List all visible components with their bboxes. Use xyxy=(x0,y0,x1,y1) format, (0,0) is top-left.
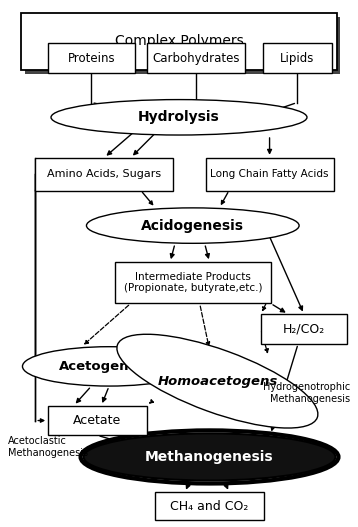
Bar xyxy=(155,492,263,520)
Text: Intermediate Products
(Propionate, butyrate,etc.): Intermediate Products (Propionate, butyr… xyxy=(124,272,262,294)
Ellipse shape xyxy=(117,334,318,428)
Bar xyxy=(146,43,245,73)
Bar xyxy=(25,17,340,74)
Bar xyxy=(261,314,347,344)
Bar xyxy=(35,158,173,191)
Text: Acidogenesis: Acidogenesis xyxy=(141,219,244,232)
Text: H₂/CO₂: H₂/CO₂ xyxy=(283,323,325,336)
Bar xyxy=(205,158,334,191)
Ellipse shape xyxy=(51,100,307,135)
Text: Hydrolysis: Hydrolysis xyxy=(138,110,220,124)
Text: Acetoclastic
Methanogenesis: Acetoclastic Methanogenesis xyxy=(8,436,88,458)
Bar xyxy=(263,43,332,73)
Ellipse shape xyxy=(87,208,299,243)
Bar xyxy=(21,13,337,70)
Text: Amino Acids, Sugars: Amino Acids, Sugars xyxy=(47,169,161,179)
Text: Carbohydrates: Carbohydrates xyxy=(152,52,240,65)
Text: Complex Polymers: Complex Polymers xyxy=(115,34,243,48)
Text: CH₄ and CO₂: CH₄ and CO₂ xyxy=(170,500,249,513)
Ellipse shape xyxy=(83,433,335,481)
Bar xyxy=(115,262,271,304)
Bar xyxy=(48,43,135,73)
Text: Homoacetogens: Homoacetogens xyxy=(157,375,277,388)
Text: Acetogenesis: Acetogenesis xyxy=(59,360,159,373)
Text: Proteins: Proteins xyxy=(68,52,115,65)
Text: Methanogenesis: Methanogenesis xyxy=(145,450,274,464)
Ellipse shape xyxy=(23,347,196,386)
Text: Long Chain Fatty Acids: Long Chain Fatty Acids xyxy=(210,169,329,179)
Bar xyxy=(48,406,146,435)
Text: Lipids: Lipids xyxy=(280,52,314,65)
Text: Hydrogenotrophic
Methanogenesis: Hydrogenotrophic Methanogenesis xyxy=(263,382,350,404)
Text: Acetate: Acetate xyxy=(73,414,121,427)
